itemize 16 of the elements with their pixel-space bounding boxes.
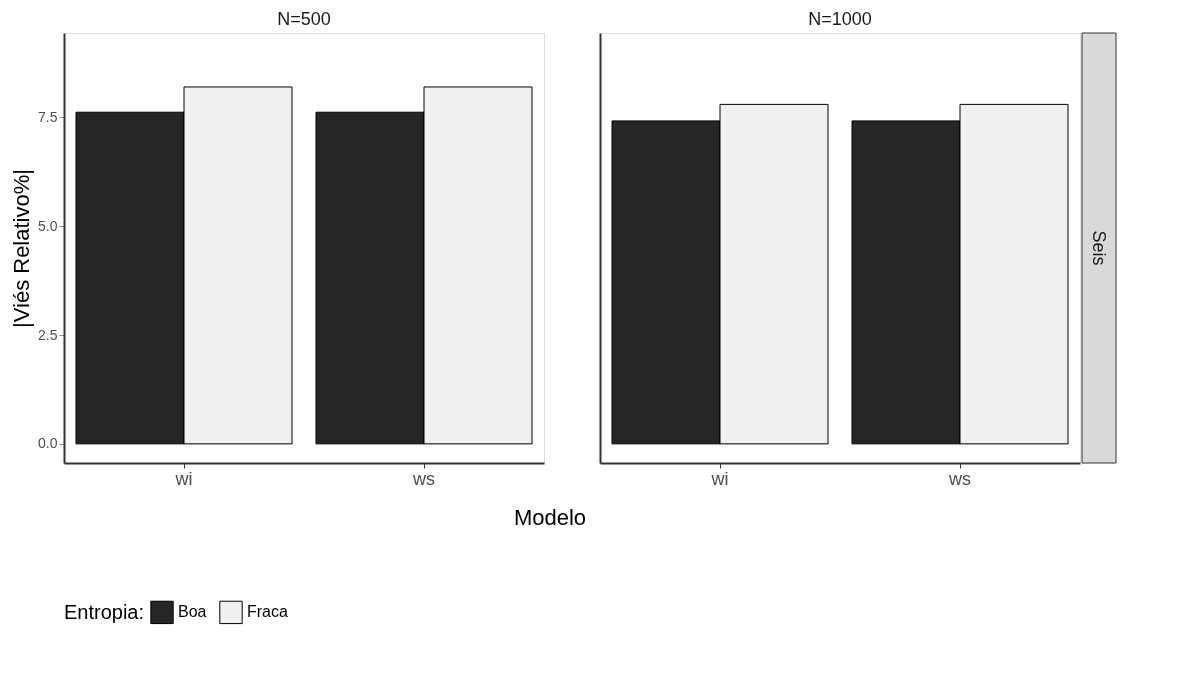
x-axis-title: Modelo (513, 505, 587, 530)
y-tick-label: 5.0 (38, 217, 58, 234)
y-tick-label: 7.5 (38, 108, 58, 125)
legend-label: Boa (178, 603, 207, 621)
y-tick-label: 0.0 (38, 435, 58, 452)
legend-label: Fraca (247, 603, 288, 621)
x-tick-label: ws (412, 468, 435, 489)
chart-title: N=1000 (808, 8, 872, 29)
y-axis-title: |Viés Relativo%| (9, 169, 35, 328)
y-tick-label: 2.5 (38, 326, 58, 343)
legend-title: Entropia: (64, 601, 145, 623)
text: Seis (1089, 230, 1109, 266)
x-tick-label: wi (710, 468, 729, 489)
x-tick-label: ws (948, 468, 971, 489)
x-tick-label: wi (174, 468, 193, 489)
chart-title: N=500 (277, 9, 331, 29)
